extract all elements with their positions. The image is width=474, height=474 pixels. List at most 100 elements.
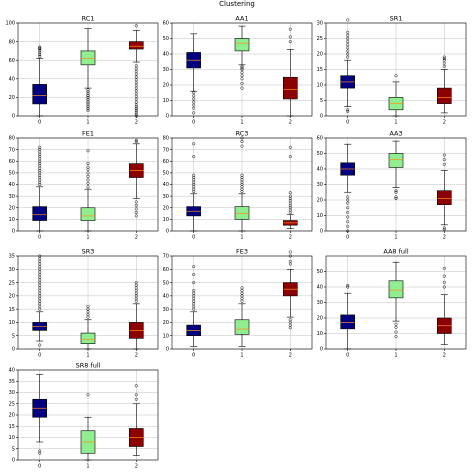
outlier-point bbox=[346, 206, 350, 210]
x-tick-label: 0 bbox=[192, 235, 195, 241]
x-tick-label: 0 bbox=[38, 353, 41, 359]
y-tick-label: 40 bbox=[317, 167, 323, 173]
y-tick-label: 0 bbox=[12, 229, 15, 235]
plot-border bbox=[17, 369, 159, 461]
outlier-point bbox=[442, 266, 446, 270]
outlier-point bbox=[346, 49, 350, 53]
y-tick-label: 25 bbox=[317, 36, 323, 42]
outlier-point bbox=[134, 203, 138, 207]
outlier-point bbox=[38, 169, 42, 173]
outlier-point bbox=[240, 139, 244, 144]
outlier-point bbox=[442, 58, 446, 62]
outlier-point bbox=[240, 286, 244, 290]
outlier-point bbox=[86, 90, 90, 94]
panel-rc3: RC3 0 10 20 30 40 50 60 70 80 0 1 2 bbox=[163, 130, 313, 241]
outlier-point bbox=[394, 190, 398, 194]
outlier-point bbox=[192, 106, 196, 110]
box-iqr bbox=[129, 41, 144, 50]
panel-title: AA1 bbox=[235, 15, 248, 23]
y-tick-label: 10 bbox=[317, 331, 323, 337]
y-tick-label: 60 bbox=[9, 159, 15, 165]
figure-title: Clustering bbox=[219, 0, 255, 8]
plot-border bbox=[17, 137, 159, 232]
outlier-point bbox=[442, 280, 446, 284]
outlier-point bbox=[38, 150, 42, 154]
outlier-point bbox=[240, 81, 244, 85]
y-tick-label: 0 bbox=[12, 347, 15, 353]
outlier-point bbox=[240, 180, 244, 184]
y-tick-label: 15 bbox=[317, 67, 323, 73]
y-tick-label: 50 bbox=[163, 171, 169, 177]
y-tick-label: 80 bbox=[9, 39, 15, 45]
outlier-point bbox=[442, 64, 446, 68]
outlier-point bbox=[288, 191, 292, 195]
y-tick-label: 70 bbox=[163, 254, 169, 260]
outlier-point bbox=[38, 449, 42, 453]
outlier-point bbox=[192, 175, 196, 180]
outlier-point bbox=[240, 182, 244, 187]
outlier-point bbox=[38, 155, 42, 159]
outlier-point bbox=[134, 138, 138, 142]
outlier-point bbox=[134, 210, 138, 214]
box-cluster-2 bbox=[436, 266, 452, 345]
y-tick-label: 20 bbox=[9, 95, 15, 101]
outlier-point bbox=[192, 142, 196, 146]
y-tick-label: 10 bbox=[163, 333, 169, 339]
outlier-point bbox=[192, 103, 196, 107]
outlier-point bbox=[288, 318, 292, 322]
outlier-point bbox=[134, 214, 138, 218]
outlier-point bbox=[442, 285, 446, 289]
x-tick-label: 0 bbox=[346, 120, 349, 126]
plot-border bbox=[325, 137, 467, 232]
outlier-point bbox=[442, 61, 446, 65]
panel-fe3: FE3 0 10 20 30 40 50 60 70 0 1 2 bbox=[163, 248, 313, 359]
outlier-point bbox=[38, 46, 42, 50]
y-tick-label: 30 bbox=[163, 67, 169, 73]
outlier-point bbox=[134, 393, 138, 397]
box-cluster-1 bbox=[80, 28, 96, 112]
outlier-point bbox=[240, 74, 244, 78]
outlier-point bbox=[240, 67, 244, 72]
box-iqr bbox=[32, 84, 48, 105]
outlier-point bbox=[442, 55, 446, 59]
box-iqr bbox=[32, 206, 48, 221]
x-tick-label: 2 bbox=[135, 235, 138, 241]
outlier-point bbox=[192, 189, 196, 194]
outlier-point bbox=[346, 220, 350, 224]
x-tick-label: 2 bbox=[135, 353, 138, 359]
outlier-point bbox=[192, 155, 196, 159]
panel-title: FE1 bbox=[82, 130, 94, 138]
x-tick-label: 1 bbox=[240, 353, 243, 359]
box-cluster-1 bbox=[388, 261, 404, 339]
box-cluster-0 bbox=[32, 45, 48, 117]
y-tick-label: 20 bbox=[317, 52, 323, 58]
y-tick-label: 30 bbox=[9, 267, 15, 273]
outlier-point bbox=[134, 397, 138, 401]
panel-title: FE3 bbox=[236, 248, 248, 256]
outlier-point bbox=[192, 111, 196, 115]
outlier-point bbox=[240, 187, 244, 191]
outlier-point bbox=[38, 178, 42, 182]
box-cluster-0 bbox=[32, 374, 48, 455]
outlier-point bbox=[134, 105, 138, 109]
outlier-point bbox=[346, 198, 350, 202]
outlier-point bbox=[346, 55, 350, 59]
panel-sr3: SR3 0 5 10 15 20 25 30 35 0 1 2 bbox=[9, 248, 159, 359]
y-tick-label: 50 bbox=[317, 269, 323, 275]
y-tick-label: 5 bbox=[12, 333, 15, 339]
outlier-point bbox=[192, 91, 196, 95]
outlier-point bbox=[288, 259, 292, 263]
outlier-point bbox=[38, 173, 42, 177]
outlier-point bbox=[288, 206, 292, 210]
box-iqr bbox=[234, 319, 250, 335]
outlier-point bbox=[288, 196, 292, 200]
x-tick-label: 0 bbox=[346, 353, 349, 359]
box-cluster-0 bbox=[340, 143, 356, 233]
y-tick-label: 15 bbox=[9, 424, 15, 430]
outlier-point bbox=[38, 162, 42, 166]
box-iqr bbox=[340, 314, 356, 330]
outlier-point bbox=[192, 94, 196, 98]
outlier-point bbox=[346, 46, 350, 50]
y-tick-label: 15 bbox=[9, 307, 15, 313]
panel-title: SR3 bbox=[82, 248, 95, 256]
